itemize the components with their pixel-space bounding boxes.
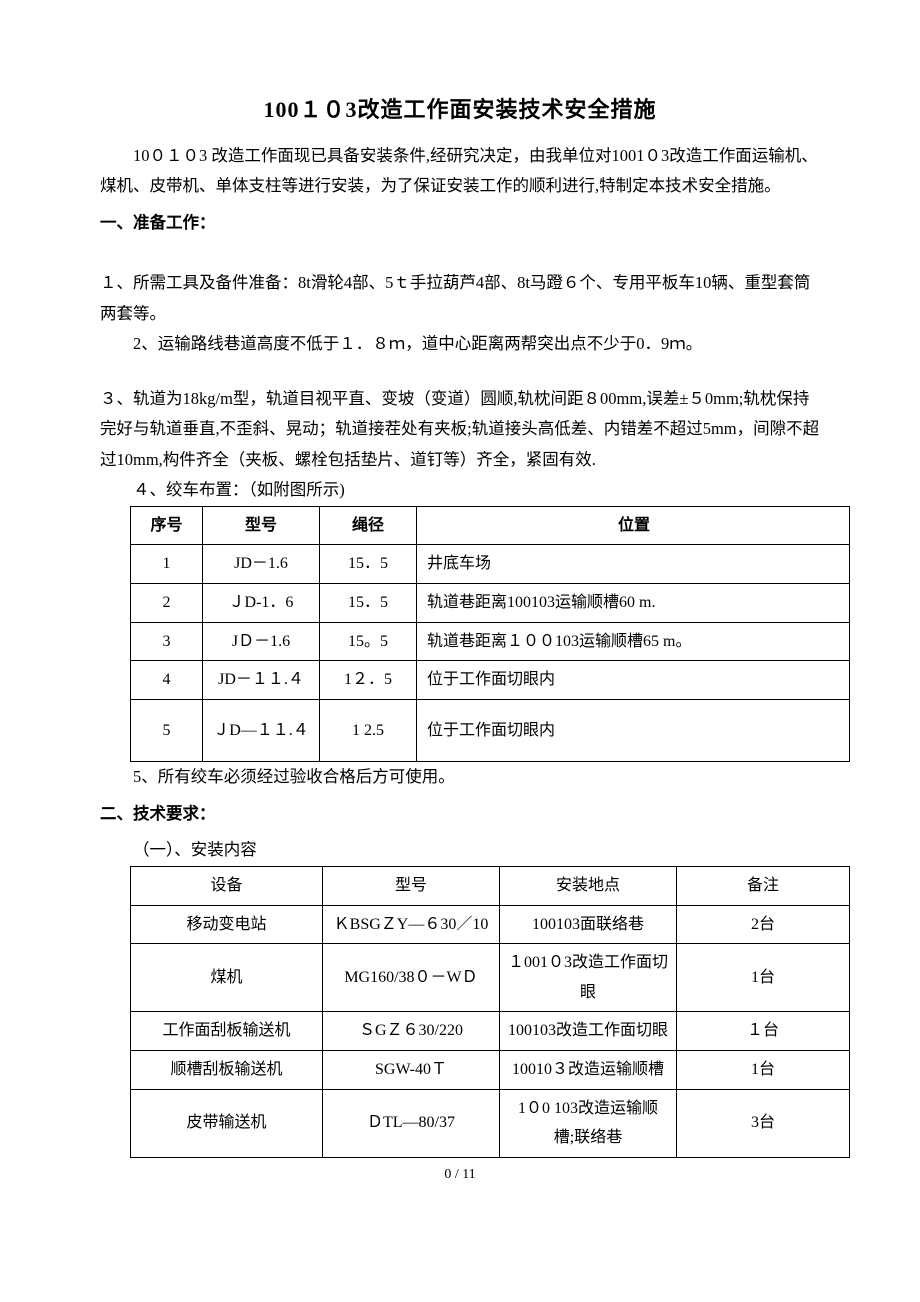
- cell-model: ＪD-1．6: [203, 584, 320, 623]
- page-number: 0 / 11: [100, 1162, 820, 1188]
- table-2-wrapper: 设备 型号 安装地点 备注 移动变电站 ＫBSGＺY—６30／10 100103…: [100, 866, 820, 1158]
- cell-pos: 位于工作面切眼内: [417, 699, 850, 762]
- cell-device: 顺槽刮板输送机: [131, 1050, 323, 1089]
- cell-rope: 15。5: [320, 622, 417, 661]
- cell-location: 100103改造工作面切眼: [500, 1012, 677, 1051]
- prep-item-1: １、所需工具及备件准备：8t滑轮4部、5ｔ手拉葫芦4部、8t马蹬６个、专用平板车…: [100, 268, 820, 329]
- cell-rope: 15．5: [320, 584, 417, 623]
- table-row: 移动变电站 ＫBSGＺY—６30／10 100103面联络巷 2台: [131, 905, 850, 944]
- cell-pos: 位于工作面切眼内: [417, 661, 850, 700]
- cell-model: ＳGＺ６30/220: [323, 1012, 500, 1051]
- cell-note: 3台: [677, 1089, 850, 1157]
- cell-location: 1０0 103改造运输顺槽;联络巷: [500, 1089, 677, 1157]
- col-header-rope: 绳径: [320, 506, 417, 545]
- cell-note: １台: [677, 1012, 850, 1051]
- cell-rope: 15．5: [320, 545, 417, 584]
- cell-seq: 2: [131, 584, 203, 623]
- table-row: 皮带输送机 ＤTL—80/37 1０0 103改造运输顺槽;联络巷 3台: [131, 1089, 850, 1157]
- cell-seq: 3: [131, 622, 203, 661]
- cell-location: １001０3改造工作面切眼: [500, 944, 677, 1012]
- section-1-heading: 一、准备工作：: [100, 208, 820, 239]
- document-title: 100１０3改造工作面安装技术安全措施: [100, 90, 820, 131]
- cell-rope: 1 2.5: [320, 699, 417, 762]
- cell-model: JD－１１.４: [203, 661, 320, 700]
- prep-item-5: 5、所有绞车必须经过验收合格后方可使用。: [100, 762, 820, 793]
- col-header-note: 备注: [677, 866, 850, 905]
- cell-device: 工作面刮板输送机: [131, 1012, 323, 1051]
- intro-paragraph: 10０１０3 改造工作面现已具备安装条件,经研究决定，由我单位对1001０3改造…: [100, 141, 820, 202]
- cell-pos: 轨道巷距离１００103运输顺槽65 m。: [417, 622, 850, 661]
- cell-device: 移动变电站: [131, 905, 323, 944]
- table-row: 顺槽刮板输送机 SGW-40Ｔ 10010３改造运输顺槽 1台: [131, 1050, 850, 1089]
- cell-seq: 4: [131, 661, 203, 700]
- cell-model: ＤTL—80/37: [323, 1089, 500, 1157]
- equipment-table: 设备 型号 安装地点 备注 移动变电站 ＫBSGＺY—６30／10 100103…: [130, 866, 850, 1158]
- section-2-heading: 二、技术要求：: [100, 799, 820, 830]
- document-page: 100１０3改造工作面安装技术安全措施 10０１０3 改造工作面现已具备安装条件…: [0, 0, 920, 1208]
- cell-note: 2台: [677, 905, 850, 944]
- table-row: 1 JD－1.6 15．5 井底车场: [131, 545, 850, 584]
- table-row: 2 ＪD-1．6 15．5 轨道巷距离100103运输顺槽60 m.: [131, 584, 850, 623]
- table-row: 3 JＤ－1.6 15。5 轨道巷距离１００103运输顺槽65 m。: [131, 622, 850, 661]
- cell-model: JＤ－1.6: [203, 622, 320, 661]
- cell-device: 煤机: [131, 944, 323, 1012]
- prep-item-4: ４、绞车布置：（如附图所示): [100, 475, 820, 506]
- col-header-device: 设备: [131, 866, 323, 905]
- cell-device: 皮带输送机: [131, 1089, 323, 1157]
- col-header-model: 型号: [323, 866, 500, 905]
- prep-item-3: ３、轨道为18kg/m型，轨道目视平直、变坡（变道）圆顺,轨枕间距８00mm,误…: [100, 384, 820, 476]
- col-header-location: 安装地点: [500, 866, 677, 905]
- col-header-model: 型号: [203, 506, 320, 545]
- subsection-2-1: （一）、安装内容: [100, 835, 820, 866]
- col-header-pos: 位置: [417, 506, 850, 545]
- cell-note: 1台: [677, 1050, 850, 1089]
- cell-pos: 井底车场: [417, 545, 850, 584]
- winch-table: 序号 型号 绳径 位置 1 JD－1.6 15．5 井底车场 2 ＪD-1．6 …: [130, 506, 850, 763]
- cell-location: 100103面联络巷: [500, 905, 677, 944]
- cell-pos: 轨道巷距离100103运输顺槽60 m.: [417, 584, 850, 623]
- cell-model: MG160/38０－WＤ: [323, 944, 500, 1012]
- col-header-seq: 序号: [131, 506, 203, 545]
- table-1-wrapper: 序号 型号 绳径 位置 1 JD－1.6 15．5 井底车场 2 ＪD-1．6 …: [100, 506, 820, 763]
- cell-seq: 5: [131, 699, 203, 762]
- cell-model: SGW-40Ｔ: [323, 1050, 500, 1089]
- cell-rope: 1２．5: [320, 661, 417, 700]
- table-row: 煤机 MG160/38０－WＤ １001０3改造工作面切眼 1台: [131, 944, 850, 1012]
- table-row: 工作面刮板输送机 ＳGＺ６30/220 100103改造工作面切眼 １台: [131, 1012, 850, 1051]
- cell-model: JD－1.6: [203, 545, 320, 584]
- table-header-row: 序号 型号 绳径 位置: [131, 506, 850, 545]
- cell-model: ＪD—１１.４: [203, 699, 320, 762]
- cell-note: 1台: [677, 944, 850, 1012]
- cell-model: ＫBSGＺY—６30／10: [323, 905, 500, 944]
- cell-seq: 1: [131, 545, 203, 584]
- table-header-row: 设备 型号 安装地点 备注: [131, 866, 850, 905]
- spacer: [100, 360, 820, 384]
- spacer: [100, 244, 820, 268]
- cell-location: 10010３改造运输顺槽: [500, 1050, 677, 1089]
- table-row: 5 ＪD—１１.４ 1 2.5 位于工作面切眼内: [131, 699, 850, 762]
- table-row: 4 JD－１１.４ 1２．5 位于工作面切眼内: [131, 661, 850, 700]
- prep-item-2: 2、运输路线巷道高度不低于１．８ｍ，道中心距离两帮突出点不少于0．9ｍ。: [100, 329, 820, 360]
